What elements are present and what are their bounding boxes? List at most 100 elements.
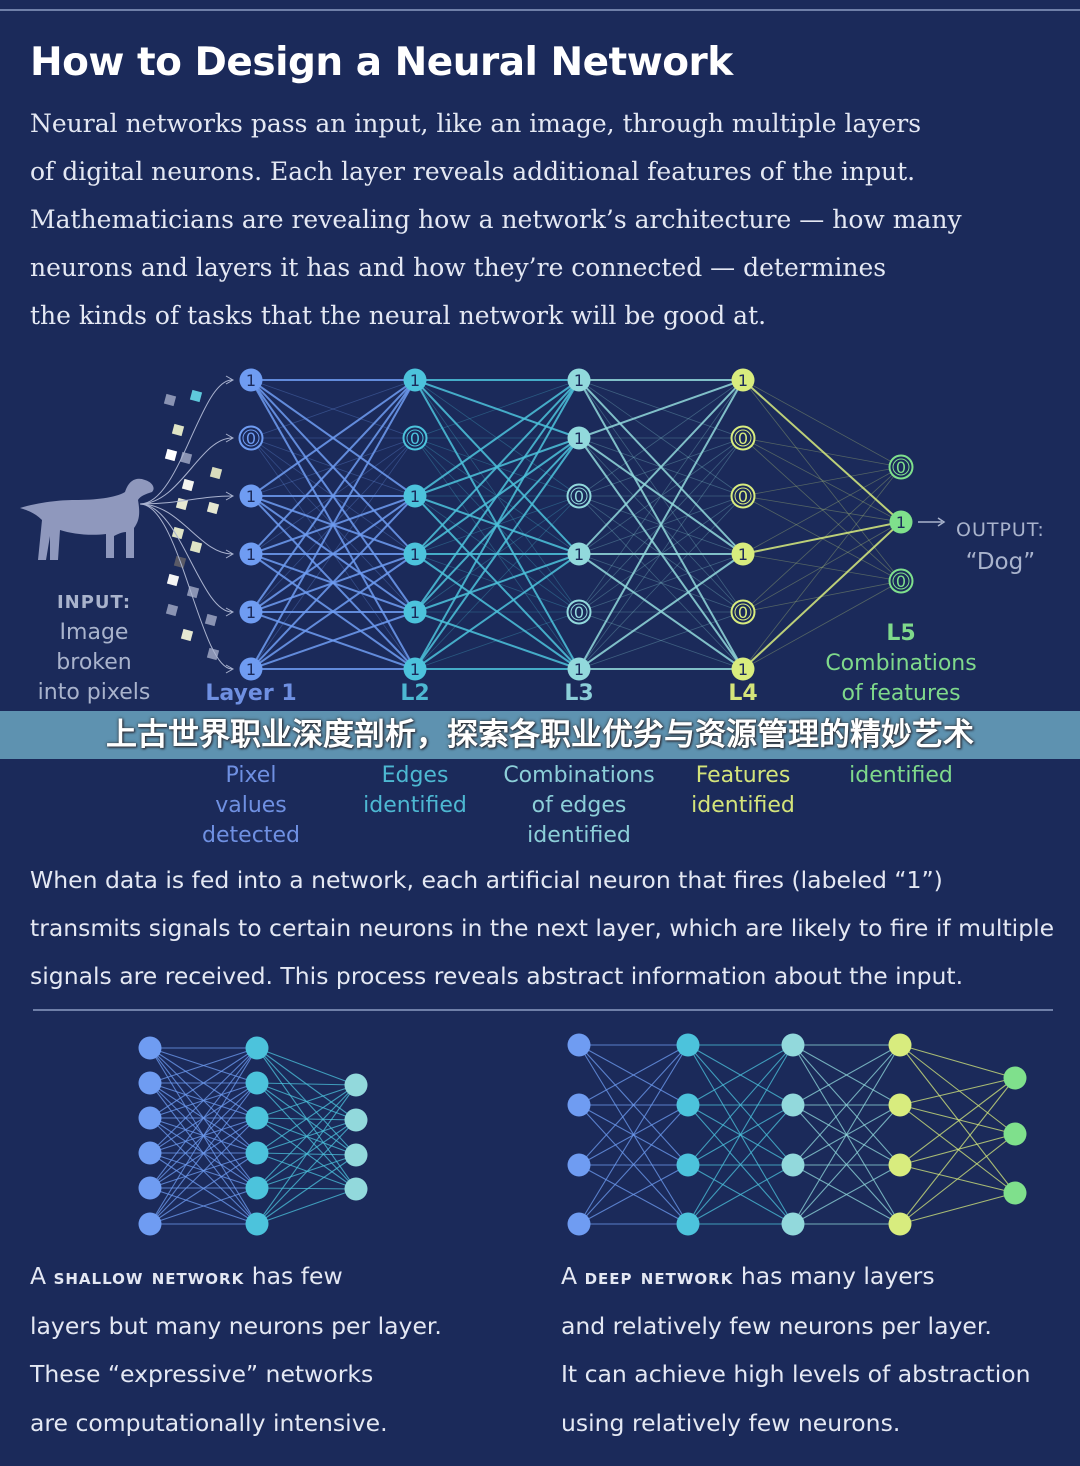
connection-line — [149, 1117, 258, 1225]
neuron-node: 0 — [238, 425, 264, 451]
layer-description: Features — [695, 763, 791, 788]
neuron-node — [138, 1141, 162, 1165]
connection-line — [578, 1044, 689, 1166]
connection-line — [687, 1044, 794, 1106]
connection-line — [742, 495, 902, 523]
connection-line — [578, 437, 744, 555]
neuron-node: 1 — [403, 368, 427, 392]
connection-line — [899, 1104, 1016, 1135]
neuron-node — [245, 1176, 269, 1200]
connection-line — [742, 437, 902, 468]
explanation-line: signals are received. This process revea… — [30, 962, 964, 990]
neuron-value: 1 — [410, 603, 420, 622]
pixel-square — [171, 423, 185, 437]
neuron-value: 0 — [738, 603, 748, 622]
neuron-node — [344, 1108, 368, 1132]
neuron-node: 1 — [239, 484, 263, 508]
neuron-node: 0 — [888, 568, 914, 594]
neuron-value: 0 — [738, 429, 748, 448]
connection-line — [899, 1077, 1016, 1166]
neuron-node: 1 — [731, 657, 755, 681]
neuron-node — [138, 1212, 162, 1236]
input-line: broken — [56, 650, 132, 675]
neuron-node — [676, 1033, 700, 1057]
connection-line — [578, 495, 744, 670]
connection-line — [250, 379, 416, 670]
neuron-node — [344, 1143, 368, 1167]
connection-line — [414, 611, 580, 670]
layer-label: Features — [696, 761, 791, 791]
neuron-node: 1 — [239, 542, 263, 566]
neuron-value: 1 — [410, 371, 420, 390]
neuron-value: 1 — [896, 513, 906, 532]
connection-line — [149, 1187, 258, 1225]
layer-description: identified — [691, 793, 795, 818]
connection-line — [149, 1082, 258, 1225]
deep-network-diagram — [567, 1033, 1027, 1236]
neuron-node — [567, 1093, 591, 1117]
pixel-square — [186, 585, 200, 599]
layer-description: identified — [527, 823, 631, 848]
connection-line — [414, 379, 580, 555]
layer-label: of features — [841, 679, 960, 709]
intro-line: Neural networks pass an input, like an i… — [30, 109, 922, 138]
neuron-value: 1 — [574, 371, 584, 390]
connection-line — [578, 379, 744, 439]
layer-label: Combinations — [825, 649, 976, 679]
output-value: “Dog” — [965, 549, 1036, 575]
neuron-node — [676, 1093, 700, 1117]
connection-line — [414, 379, 580, 670]
pixel-square — [163, 393, 177, 407]
layer-label: Edges — [382, 761, 449, 791]
pixel-square — [175, 497, 189, 511]
layer-description: Combinations — [825, 651, 977, 676]
neuron-node: 1 — [567, 542, 591, 566]
neuron-value: 1 — [738, 545, 748, 564]
connection-line — [899, 1077, 1016, 1106]
neuron-value: 0 — [738, 487, 748, 506]
neuron-node — [245, 1212, 269, 1236]
caption-line: and relatively few neurons per layer. — [561, 1311, 992, 1340]
neuron-node: 0 — [730, 599, 756, 625]
caption-term: deep network — [584, 1265, 734, 1289]
layer-label: identified — [849, 761, 953, 791]
connection-line — [687, 1164, 794, 1225]
connection-line — [578, 379, 744, 555]
neuron-node — [567, 1153, 591, 1177]
layer-label: identified — [527, 821, 631, 851]
connection-line — [742, 466, 902, 613]
layer-label: identified — [691, 791, 795, 821]
layer-label: Pixel — [226, 761, 277, 791]
neuron-node: 0 — [730, 425, 756, 451]
pixel-square — [189, 540, 203, 554]
connection-line — [578, 553, 744, 613]
connection-line — [578, 495, 744, 613]
layer-label: L4 — [728, 679, 757, 709]
neuron-node — [245, 1036, 269, 1060]
layer-label: detected — [202, 821, 300, 851]
connection-line — [256, 1188, 357, 1225]
layer-heading: Layer 1 — [205, 681, 297, 706]
pixel-square — [181, 478, 195, 492]
connection-line — [149, 1047, 258, 1189]
neuron-node — [245, 1071, 269, 1095]
layer-description: of edges — [531, 793, 627, 818]
connection-line — [792, 1044, 901, 1225]
connection-line — [742, 379, 902, 523]
connection-line — [250, 379, 416, 613]
neuron-node — [245, 1106, 269, 1130]
connection-line — [578, 1104, 689, 1225]
connection-line — [250, 379, 416, 497]
connection-line — [414, 379, 580, 497]
neuron-value: 1 — [738, 660, 748, 679]
pixel-square — [164, 448, 178, 462]
connection-line — [792, 1104, 901, 1225]
neuron-node — [888, 1033, 912, 1057]
shallow-vs-deep-diagrams — [138, 1033, 1027, 1236]
connection-line — [578, 437, 744, 555]
intro-line: Mathematicians are revealing how a netwo… — [30, 205, 962, 234]
connection-line — [742, 437, 902, 582]
connection-line — [687, 1104, 794, 1225]
neuron-value: 1 — [246, 660, 256, 679]
layer-heading: L5 — [886, 621, 916, 646]
